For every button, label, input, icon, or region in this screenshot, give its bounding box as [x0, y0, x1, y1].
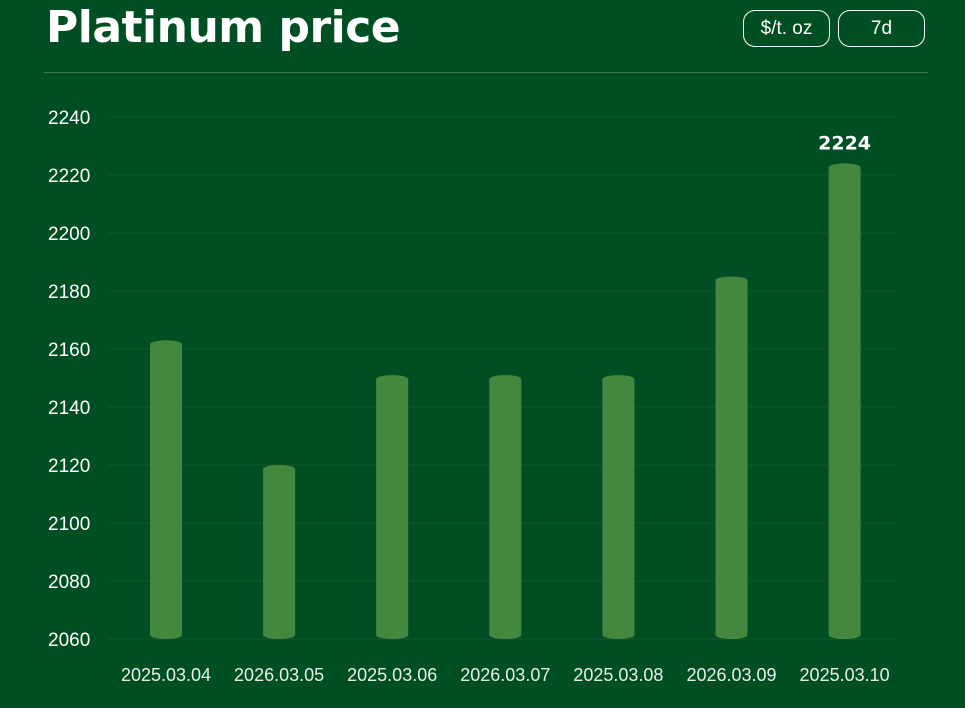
x-tick-label: 2025.03.10: [800, 665, 890, 685]
y-tick-label: 2120: [48, 456, 90, 477]
y-tick-label: 2240: [48, 108, 90, 129]
bar[interactable]: [715, 276, 748, 640]
time-range-button[interactable]: 7d: [838, 10, 925, 47]
x-tick-label: 2025.03.06: [347, 665, 437, 685]
y-tick-label: 2140: [48, 398, 90, 419]
y-tick-label: 2180: [48, 282, 90, 303]
data-labels: 2224: [818, 132, 871, 154]
y-tick-label: 2160: [48, 340, 90, 361]
x-tick-label: 2026.03.05: [234, 665, 324, 685]
bar[interactable]: [828, 163, 861, 639]
bars: [150, 163, 861, 639]
y-tick-label: 2060: [48, 630, 90, 651]
page-title: Platinum price: [46, 2, 401, 53]
bar[interactable]: [489, 375, 522, 639]
bar[interactable]: [150, 340, 182, 639]
bar[interactable]: [376, 375, 409, 639]
bar[interactable]: [602, 375, 635, 639]
y-tick-label: 2220: [48, 166, 90, 187]
bar[interactable]: [263, 465, 296, 639]
y-axis-ticks: 2060 2080 2100 2120 2140 2160 2180 2200 2220 2240: [48, 108, 90, 651]
y-tick-label: 2100: [48, 514, 90, 535]
header-divider: [44, 72, 928, 73]
x-tick-label: 2026.03.09: [686, 665, 776, 685]
y-tick-label: 2080: [48, 572, 90, 593]
x-tick-label: 2025.03.08: [573, 665, 663, 685]
data-label: 2224: [818, 132, 871, 154]
y-tick-label: 2200: [48, 224, 90, 245]
x-tick-label: 2026.03.07: [460, 665, 550, 685]
x-tick-label: 2025.03.04: [121, 665, 211, 685]
x-axis-ticks: 2025.03.04 2026.03.05 2025.03.06 2026.03.07…: [121, 665, 890, 685]
unit-selector-button[interactable]: $/t. oz: [743, 10, 830, 47]
